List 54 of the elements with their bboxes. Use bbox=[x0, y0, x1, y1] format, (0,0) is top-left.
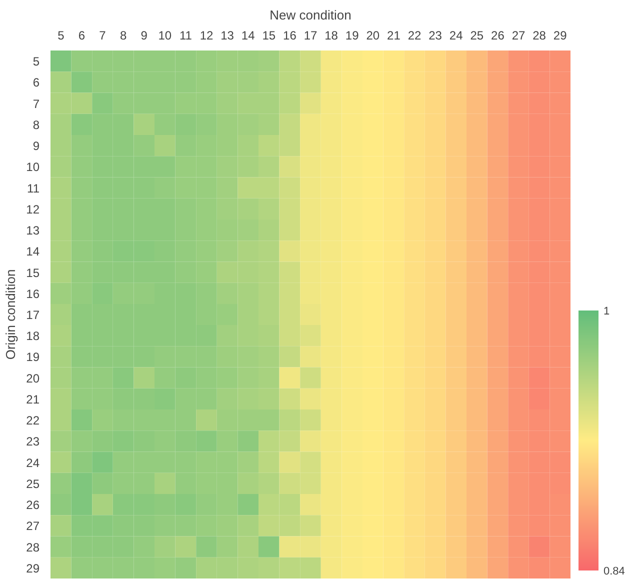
x-tick-label: 5 bbox=[58, 28, 65, 42]
y-tick-label: 24 bbox=[26, 456, 40, 470]
y-tick-label: 22 bbox=[26, 414, 40, 428]
x-tick-label: 26 bbox=[491, 28, 505, 42]
x-tick-label: 22 bbox=[408, 28, 422, 42]
y-tick-label: 11 bbox=[27, 181, 40, 196]
y-tick-label: 19 bbox=[26, 350, 40, 364]
y-tick-label: 6 bbox=[32, 76, 40, 90]
y-tick-label: 16 bbox=[26, 286, 40, 301]
x-tick-label: 23 bbox=[428, 28, 442, 42]
y-tick-label: 14 bbox=[26, 244, 40, 259]
x-tick-label: 18 bbox=[324, 28, 338, 42]
y-tick-label: 18 bbox=[26, 329, 40, 344]
color-bar-label: 1 bbox=[604, 306, 610, 318]
x-tick-label: 29 bbox=[553, 28, 568, 42]
y-tick-label: 8 bbox=[32, 118, 40, 132]
x-tick-label: 21 bbox=[387, 28, 401, 42]
x-tick-label: 12 bbox=[200, 28, 214, 42]
x-tick-label: 8 bbox=[120, 28, 127, 42]
y-tick-label: 15 bbox=[26, 266, 40, 280]
x-tick-label: 6 bbox=[78, 28, 86, 42]
x-tick-label: 7 bbox=[99, 28, 106, 42]
color-bar-label: 0.84 bbox=[604, 566, 625, 578]
y-tick-label: 13 bbox=[26, 224, 40, 238]
x-tick-label: 15 bbox=[262, 28, 276, 42]
y-tick-label: 25 bbox=[26, 476, 40, 491]
x-tick-label: 28 bbox=[532, 28, 546, 42]
y-tick-label: 17 bbox=[26, 308, 40, 322]
y-tick-label: 10 bbox=[26, 160, 40, 174]
y-tick-label: 27 bbox=[26, 519, 40, 534]
y-tick-label: 20 bbox=[26, 371, 40, 386]
x-tick-label: 17 bbox=[304, 28, 318, 42]
y-tick-label: 5 bbox=[32, 54, 40, 69]
y-tick-label: 28 bbox=[26, 540, 40, 554]
x-tick-label: 27 bbox=[512, 28, 526, 42]
y-axis-title: Origin condition bbox=[3, 269, 18, 360]
x-tick-label: 11 bbox=[179, 28, 192, 42]
y-tick-label: 7 bbox=[32, 96, 40, 111]
y-tick-label: 23 bbox=[26, 434, 40, 449]
y-tick-label: 29 bbox=[26, 561, 40, 576]
x-tick-label: 24 bbox=[449, 28, 464, 42]
x-tick-label: 20 bbox=[366, 28, 380, 42]
x-tick-label: 14 bbox=[241, 28, 256, 42]
x-tick-label: 10 bbox=[158, 28, 172, 42]
y-tick-label: 9 bbox=[32, 139, 40, 154]
y-tick-label: 12 bbox=[26, 202, 40, 216]
y-tick-label: 26 bbox=[26, 498, 40, 512]
x-tick-label: 25 bbox=[470, 28, 484, 42]
x-tick-label: 9 bbox=[140, 28, 148, 42]
x-tick-label: 19 bbox=[345, 28, 360, 42]
x-tick-label: 13 bbox=[220, 28, 234, 42]
y-tick-label: 21 bbox=[26, 392, 40, 406]
x-tick-label: 16 bbox=[283, 28, 297, 42]
chart-title: New condition bbox=[270, 8, 352, 22]
